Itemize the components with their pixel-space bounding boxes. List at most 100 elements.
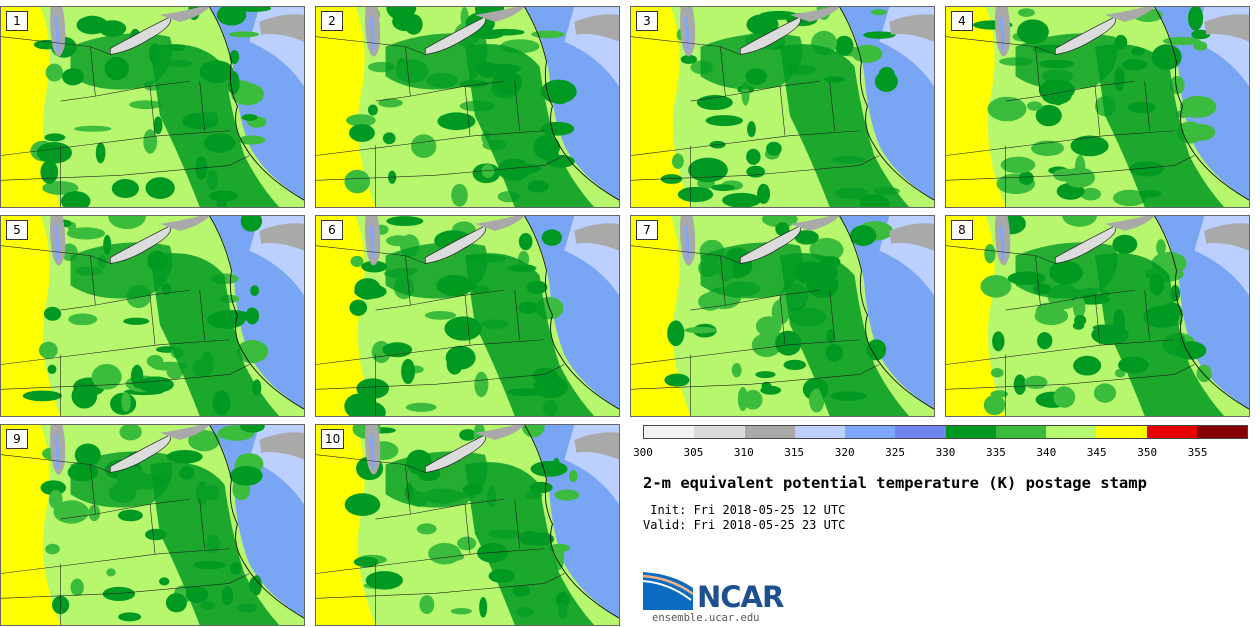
- coastal-band: [465, 462, 595, 625]
- colorbar-swatch: [794, 426, 845, 438]
- green-cell: [705, 115, 744, 127]
- coastline: [209, 425, 304, 619]
- state-border: [1144, 290, 1150, 340]
- state-border: [95, 498, 190, 515]
- state-border: [1094, 295, 1101, 345]
- colorbar-tick-label: 330: [935, 446, 956, 459]
- green-cell: [711, 184, 736, 191]
- green-cell: [760, 385, 782, 395]
- member-panel[interactable]: 2: [315, 6, 620, 208]
- warm-zone: [631, 216, 691, 416]
- green-cell: [1072, 295, 1086, 319]
- green-cell: [386, 216, 424, 227]
- colorbar-swatch: [644, 426, 695, 438]
- green-cell: [404, 14, 423, 35]
- green-cell: [22, 390, 62, 402]
- green-cell: [353, 556, 379, 568]
- coastal-band: [150, 462, 280, 625]
- green-cell: [444, 316, 482, 341]
- green-cell: [166, 364, 184, 380]
- green-cell: [143, 129, 158, 154]
- colorbar-swatch: [744, 426, 795, 438]
- colorbar-swatch: [1046, 426, 1097, 438]
- state-border: [946, 36, 1056, 55]
- map-graphic: [946, 216, 1249, 416]
- green-cell: [660, 174, 683, 184]
- member-panel[interactable]: 4: [945, 6, 1250, 208]
- green-cell: [531, 30, 565, 39]
- green-cell: [245, 307, 260, 325]
- state-border: [946, 339, 1175, 365]
- great-lakes-band: [385, 33, 488, 90]
- green-cell: [382, 342, 413, 358]
- green-cell: [47, 364, 57, 374]
- green-cell: [737, 386, 748, 412]
- green-cell: [365, 279, 374, 293]
- green-cell: [1080, 187, 1102, 201]
- lake-erie: [424, 434, 487, 473]
- green-cell: [401, 358, 415, 385]
- green-cell: [416, 523, 437, 535]
- member-label: 5: [6, 220, 28, 240]
- member-label: 2: [321, 11, 343, 31]
- coastline: [1154, 216, 1249, 410]
- coastline: [524, 425, 619, 619]
- lake-ontario: [474, 7, 525, 22]
- member-label: 9: [6, 429, 28, 449]
- green-cell: [159, 577, 170, 586]
- green-cell: [446, 354, 463, 375]
- green-cell: [568, 469, 578, 483]
- warm-zone: [316, 7, 376, 207]
- green-cell: [216, 7, 247, 26]
- green-cell: [866, 339, 887, 361]
- green-cell: [722, 192, 762, 207]
- logo-url[interactable]: ensemble.ucar.edu: [652, 612, 760, 624]
- green-cell: [88, 504, 101, 522]
- green-cell: [696, 95, 733, 111]
- green-cell: [849, 225, 877, 246]
- member-panel[interactable]: 7: [630, 215, 935, 417]
- cool-northeast: [1204, 223, 1249, 251]
- green-cell: [424, 310, 457, 320]
- lake-erie: [739, 16, 802, 55]
- member-panel[interactable]: 3: [630, 6, 935, 208]
- state-border: [946, 130, 1175, 156]
- lake-ontario: [789, 7, 840, 22]
- state-border: [946, 155, 1195, 181]
- coastal-band: [780, 44, 910, 207]
- coastline: [209, 216, 304, 410]
- green-cell: [451, 183, 468, 207]
- member-label: 7: [636, 220, 658, 240]
- green-cell: [68, 313, 98, 326]
- green-cell: [344, 493, 381, 517]
- green-cell: [992, 331, 1005, 352]
- member-panel[interactable]: 9: [0, 424, 305, 626]
- green-cell: [1156, 239, 1166, 256]
- green-cell: [870, 9, 887, 16]
- state-border: [464, 86, 471, 136]
- state-border: [464, 295, 471, 345]
- coastline: [524, 7, 619, 201]
- member-panel[interactable]: 10: [315, 424, 620, 626]
- green-cell: [1073, 355, 1102, 376]
- green-cell: [479, 597, 488, 618]
- green-cell: [108, 216, 146, 230]
- green-cell: [97, 367, 114, 379]
- green-cell: [1074, 314, 1087, 326]
- green-cell: [70, 578, 84, 597]
- colorbar-tick-label: 350: [1137, 446, 1158, 459]
- lake-erie: [1054, 225, 1117, 264]
- green-cell: [95, 142, 106, 164]
- member-panel[interactable]: 8: [945, 215, 1250, 417]
- green-cell: [1018, 8, 1035, 17]
- lake-erie: [739, 225, 802, 264]
- valid-time: Valid: Fri 2018-05-25 23 UTC: [643, 518, 846, 532]
- member-panel[interactable]: 1: [0, 6, 305, 208]
- green-cell: [1053, 386, 1076, 408]
- member-panel[interactable]: 5: [0, 215, 305, 417]
- green-cell: [766, 141, 782, 156]
- ncar-logo-icon[interactable]: [643, 570, 793, 614]
- green-cell: [746, 148, 761, 165]
- member-panel[interactable]: 6: [315, 215, 620, 417]
- coastal-band: [780, 253, 910, 416]
